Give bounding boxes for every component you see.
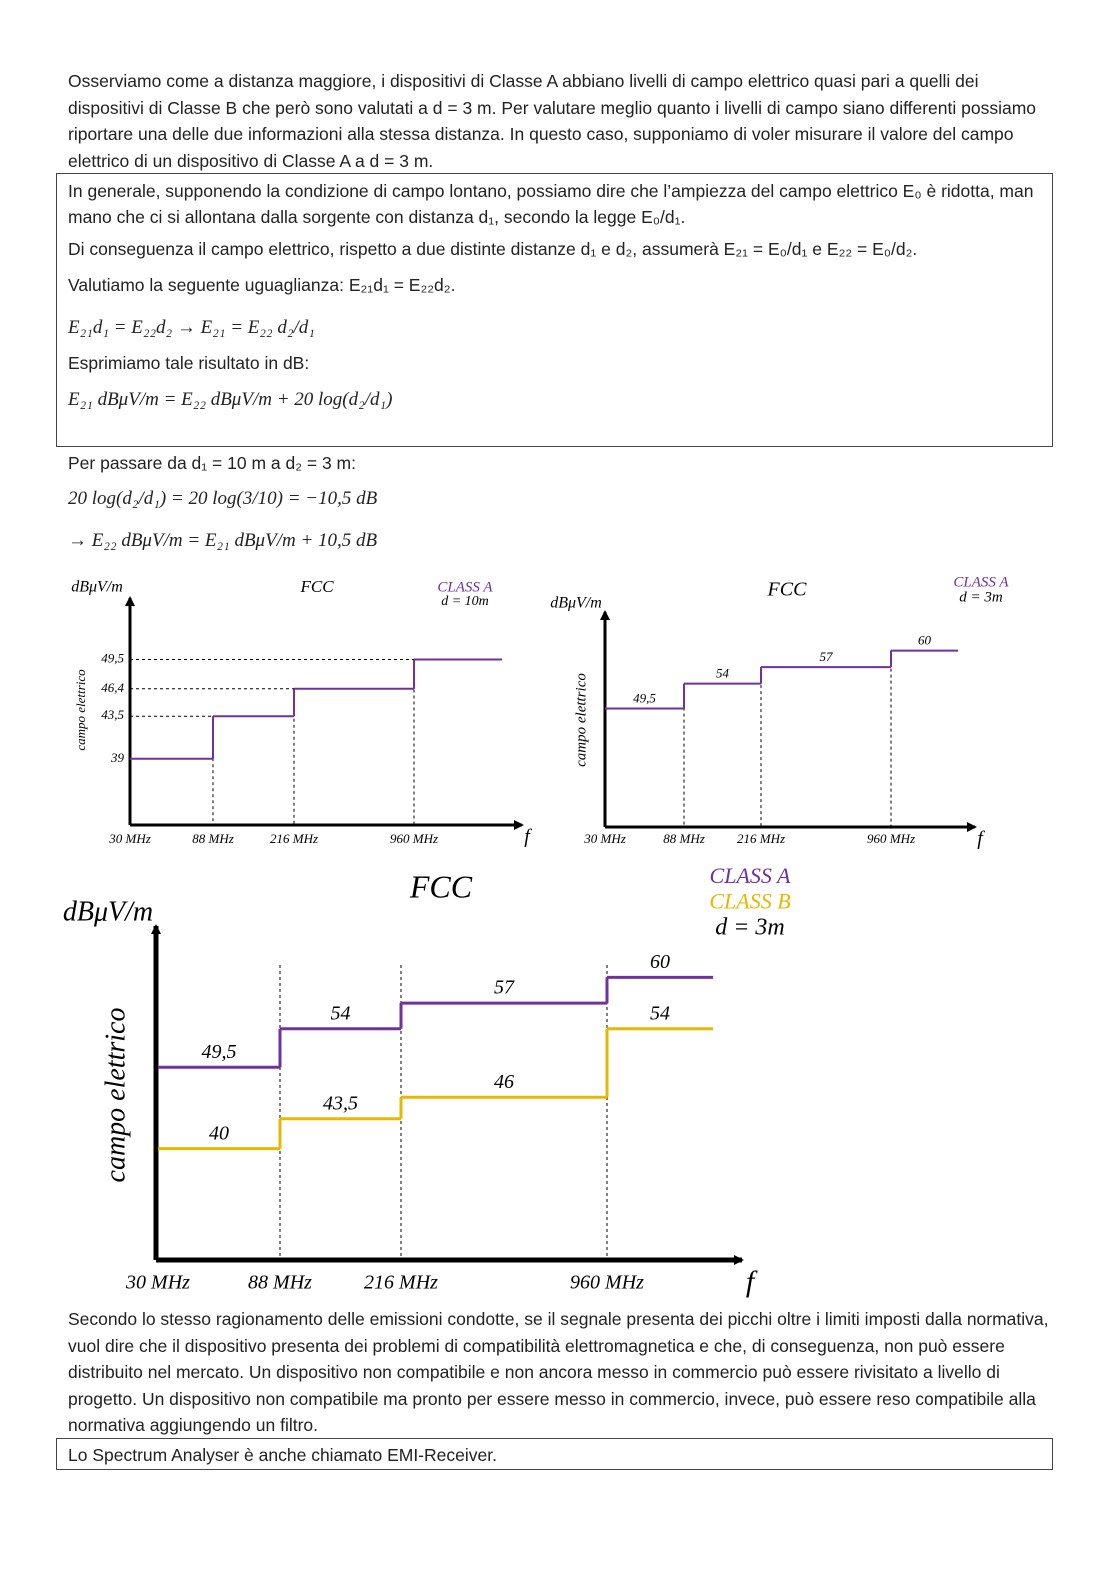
y-axis-title: campo elettrico xyxy=(573,673,589,767)
legend-entry: CLASS A xyxy=(710,863,791,888)
value-label: 46,4 xyxy=(101,680,124,695)
x-tick-label: 216 MHz xyxy=(270,831,318,846)
text-line: Esprimiamo tale risultato in dB: xyxy=(68,353,310,373)
text-line: Valutiamo la seguente uguaglianza: E₂₁d₁… xyxy=(68,275,456,295)
formula: → E₂₂ dBμV/m = E₂₁ dBμV/m + 10,5 dB xyxy=(68,530,378,551)
x-tick-label: 216 MHz xyxy=(364,1272,438,1294)
y-axis-unit: dBμV/m xyxy=(63,896,153,927)
x-tick-label: 88 MHz xyxy=(192,831,234,846)
value-label: 60 xyxy=(650,951,670,973)
x-tick-label: 216 MHz xyxy=(737,831,785,846)
y-axis-title: campo elettrico xyxy=(100,1008,131,1183)
value-label: 43,5 xyxy=(323,1092,358,1114)
x-axis-title: f xyxy=(524,826,532,848)
value-label: 54 xyxy=(716,666,730,681)
x-tick-label: 30 MHz xyxy=(108,831,151,846)
value-label: 40 xyxy=(209,1122,229,1144)
legend-entry: CLASS B xyxy=(709,888,790,913)
x-tick-label: 30 MHz xyxy=(125,1272,190,1294)
outro: Secondo lo stesso ragionamento delle emi… xyxy=(68,1309,1049,1435)
x-axis-title: f xyxy=(977,828,985,850)
value-label: 49,5 xyxy=(202,1041,237,1063)
formula: 20 log(d₂/d₁) = 20 log(3/10) = −10,5 dB xyxy=(68,488,378,509)
value-label: 49,5 xyxy=(101,650,124,665)
annotation: d = 3m xyxy=(715,915,785,941)
value-label: 57 xyxy=(820,649,834,664)
text-line: Per passare da d₁ = 10 m a d₂ = 3 m: xyxy=(68,453,356,473)
x-tick-label: 960 MHz xyxy=(390,831,438,846)
value-label: 54 xyxy=(650,1002,670,1024)
legend-entry: CLASS A xyxy=(953,574,1009,590)
value-label: 39 xyxy=(110,750,125,765)
value-label: 43,5 xyxy=(101,707,124,722)
value-label: 57 xyxy=(494,977,515,999)
chart-title: FCC xyxy=(767,579,808,601)
x-tick-label: 88 MHz xyxy=(663,831,705,846)
x-axis-title: f xyxy=(746,1265,758,1298)
value-label: 46 xyxy=(494,1071,514,1093)
x-tick-label: 960 MHz xyxy=(570,1272,644,1294)
formula: E₂₁ dBμV/m = E₂₂ dBμV/m + 20 log(d₂/d₁) xyxy=(68,389,393,410)
value-label: 49,5 xyxy=(633,690,656,705)
y-axis-unit: dBμV/m xyxy=(550,595,602,612)
intro: Osserviamo come a distanza maggiore, i d… xyxy=(68,71,1037,171)
x-tick-label: 88 MHz xyxy=(248,1272,312,1294)
note-box: In generale, supponendo la condizione di… xyxy=(56,173,1053,447)
x-tick-label: 30 MHz xyxy=(583,831,626,846)
value-label: 54 xyxy=(331,1002,351,1024)
annotation: d = 3m xyxy=(959,589,1003,605)
value-label: 60 xyxy=(918,632,932,647)
text-line: In generale, supponendo la condizione di… xyxy=(68,181,1034,227)
legend-entry: CLASS A xyxy=(437,579,493,595)
y-axis-title: campo elettrico xyxy=(73,669,88,751)
x-tick-label: 960 MHz xyxy=(867,831,915,846)
text-line: Di conseguenza il campo elettrico, rispe… xyxy=(68,239,918,259)
formula: E₂₁d₁ = E₂₂d₂ → E₂₁ = E₂₂ d₂/d₁ xyxy=(68,317,315,338)
text-line: Lo Spectrum Analyser è anche chiamato EM… xyxy=(68,1445,497,1465)
y-axis-unit: dBμV/m xyxy=(71,579,123,596)
note-box: Lo Spectrum Analyser è anche chiamato EM… xyxy=(56,1438,1053,1470)
annotation: d = 10m xyxy=(441,594,489,609)
chart-title: FCC xyxy=(299,577,334,596)
chart-title: FCC xyxy=(409,868,473,904)
